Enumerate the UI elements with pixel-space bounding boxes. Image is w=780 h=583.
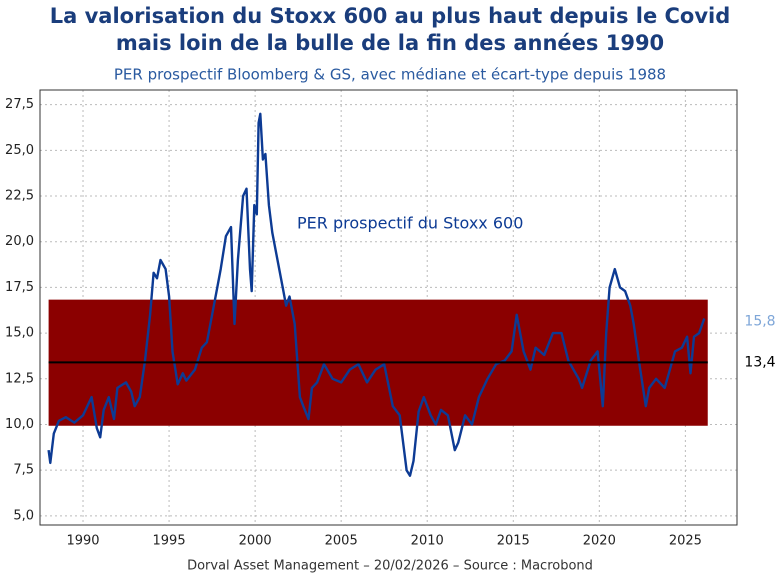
y-tick-label: 22,5 [5, 189, 34, 204]
y-tick-label: 27,5 [5, 97, 34, 112]
footer: Dorval Asset Management – 20/02/2026 – S… [187, 559, 593, 574]
y-tick-label: 12,5 [5, 371, 34, 386]
y-tick-label: 10,0 [5, 417, 34, 432]
x-tick-label: 2005 [325, 534, 358, 549]
y-tick-label: 17,5 [5, 280, 34, 295]
median-label: 13,4 [744, 354, 775, 370]
y-tick-label: 25,0 [5, 143, 34, 158]
y-tick-label: 20,0 [5, 234, 34, 249]
chart-title: La valorisation du Stoxx 600 au plus hau… [50, 4, 731, 28]
chart-title: mais loin de la bulle de la fin des anné… [116, 31, 664, 55]
x-tick-label: 2000 [239, 534, 272, 549]
x-tick-label: 2020 [583, 534, 616, 549]
y-tick-label: 15,0 [5, 326, 34, 341]
y-tick-label: 5,0 [13, 508, 34, 523]
plot-border [39, 89, 738, 526]
x-tick-label: 2025 [669, 534, 702, 549]
series-line [47, 112, 706, 477]
y-tick-label: 7,5 [13, 463, 34, 478]
series-annotation: PER prospectif du Stoxx 600 [297, 214, 523, 233]
chart-subtitle: PER prospectif Bloomberg & GS, avec médi… [114, 66, 666, 84]
x-tick-label: 2015 [497, 534, 530, 549]
x-tick-label: 1995 [153, 534, 186, 549]
end-value-label: 15,8 [744, 313, 775, 329]
x-tick-label: 1990 [66, 534, 99, 549]
x-tick-label: 2010 [411, 534, 444, 549]
